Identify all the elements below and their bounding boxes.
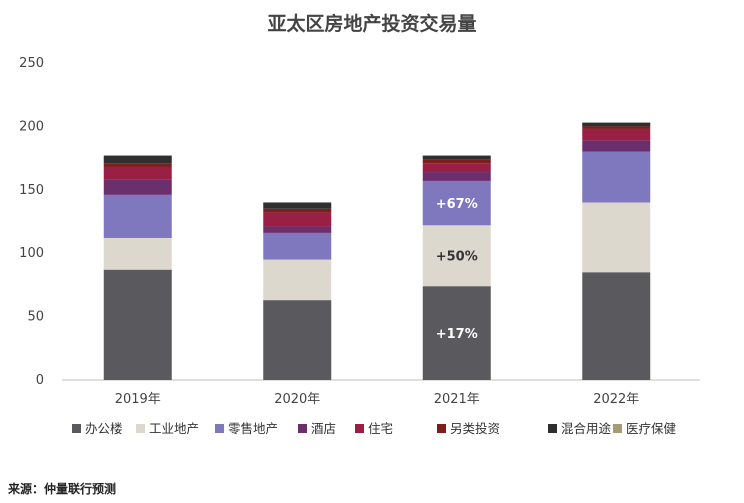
bar-segment bbox=[103, 155, 172, 164]
bar-segment bbox=[263, 232, 332, 260]
y-tick-label: 0 bbox=[36, 373, 44, 388]
legend-swatch bbox=[613, 424, 622, 433]
legend-label: 零售地产 bbox=[228, 421, 278, 436]
y-tick-label: 250 bbox=[19, 56, 44, 71]
x-tick-label: 2022年 bbox=[593, 392, 639, 407]
legend-swatch bbox=[136, 424, 145, 433]
legend-swatch bbox=[298, 424, 307, 433]
legend-label: 住宅 bbox=[368, 421, 393, 436]
bar-segment bbox=[582, 128, 651, 141]
bar-segment bbox=[103, 163, 172, 167]
legend-swatch bbox=[355, 424, 364, 433]
legend-label: 另类投资 bbox=[450, 421, 500, 436]
data-label: +67% bbox=[436, 197, 478, 212]
bar-segment bbox=[422, 159, 491, 164]
bar-segment bbox=[103, 179, 172, 195]
bar-segment bbox=[263, 212, 332, 227]
legend-label: 办公楼 bbox=[85, 421, 123, 436]
legend-swatch bbox=[437, 424, 446, 433]
y-tick-label: 200 bbox=[19, 119, 44, 134]
bar-segment bbox=[582, 202, 651, 273]
x-tick-label: 2021年 bbox=[434, 392, 480, 407]
bar-segment bbox=[263, 259, 332, 301]
bar-segment bbox=[103, 269, 172, 380]
bar-segment bbox=[582, 140, 651, 152]
source-note: 来源：仲量联行预测 bbox=[7, 481, 116, 496]
bar-segment bbox=[422, 225, 491, 287]
y-tick-label: 50 bbox=[27, 310, 44, 325]
legend-label: 工业地产 bbox=[149, 421, 199, 436]
bar-segment bbox=[582, 126, 651, 129]
x-tick-label: 2020年 bbox=[274, 392, 320, 407]
legend-swatch bbox=[215, 424, 224, 433]
legend-label: 酒店 bbox=[311, 421, 336, 436]
x-tick-label: 2019年 bbox=[115, 392, 161, 407]
legend-swatch bbox=[72, 424, 81, 433]
y-tick-label: 100 bbox=[19, 246, 44, 261]
bar-segment bbox=[263, 208, 332, 213]
data-label: +50% bbox=[436, 250, 478, 265]
bar-segment bbox=[422, 155, 491, 160]
bar-segment bbox=[263, 226, 332, 233]
chart-title: 亚太区房地产投资交易量 bbox=[267, 12, 476, 35]
bar-segment bbox=[263, 202, 332, 209]
bar-segment bbox=[263, 300, 332, 380]
bar-segment bbox=[422, 180, 491, 226]
bar-segment bbox=[422, 172, 491, 181]
bar-segment bbox=[422, 286, 491, 380]
legend-swatch bbox=[548, 424, 557, 433]
bar-segment bbox=[103, 194, 172, 238]
legend-label: 医疗保健 bbox=[626, 421, 677, 436]
bar-segment bbox=[103, 237, 172, 270]
bar-segment bbox=[103, 166, 172, 180]
bar-segment bbox=[582, 122, 651, 127]
legend-label: 混合用途 bbox=[561, 421, 612, 436]
bar-segment bbox=[582, 272, 651, 380]
bar-segment bbox=[582, 151, 651, 203]
data-label: +17% bbox=[436, 327, 478, 342]
y-tick-label: 150 bbox=[19, 183, 44, 198]
bar-segment bbox=[422, 163, 491, 173]
